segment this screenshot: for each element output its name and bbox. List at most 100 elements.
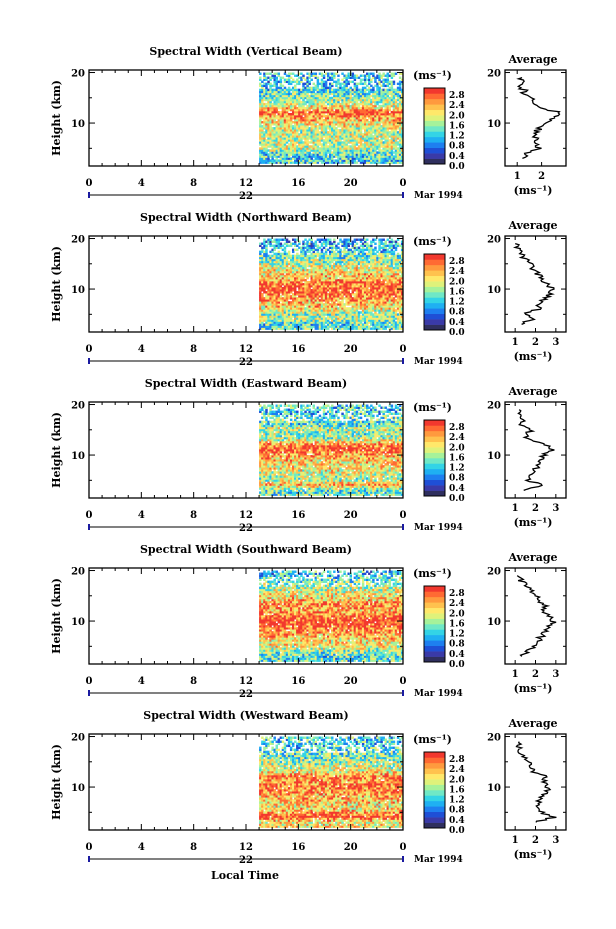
heatmap-cell <box>308 123 311 126</box>
heatmap-cell <box>380 104 383 108</box>
heatmap-cell <box>368 155 371 158</box>
heatmap-cell <box>283 125 287 128</box>
heatmap-cell <box>287 321 291 324</box>
heatmap-cell <box>355 135 359 138</box>
heatmap-cell <box>331 327 334 330</box>
heatmap-cell <box>390 74 394 77</box>
heatmap-cell <box>396 327 400 330</box>
heatmap-cell <box>304 280 307 284</box>
heatmap-cell <box>363 157 367 160</box>
heatmap-cell <box>374 325 377 328</box>
heatmap-cell <box>357 272 361 276</box>
heatmap-cell <box>339 161 342 164</box>
heatmap-cell <box>314 96 318 100</box>
heatmap-cell <box>291 325 295 328</box>
heatmap-cell <box>281 112 285 116</box>
heatmap-cell <box>306 159 309 162</box>
heatmap-cell <box>291 100 295 104</box>
heatmap-cell <box>320 274 324 278</box>
heatmap-cell <box>365 94 369 98</box>
heatmap-cell <box>349 149 353 152</box>
heatmap-cell <box>343 270 346 274</box>
heatmap-cell <box>283 299 287 302</box>
heatmap-cell <box>331 145 334 148</box>
heatmap-cell <box>308 297 311 300</box>
heatmap-cell <box>296 272 299 276</box>
heatmap-cell <box>349 90 353 94</box>
heatmap-cell <box>396 315 400 318</box>
heatmap-cell <box>316 303 320 306</box>
heatmap-cell <box>324 121 328 124</box>
heatmap-cell <box>378 129 381 132</box>
heatmap-cell <box>368 123 371 126</box>
heatmap-cell <box>372 106 375 110</box>
heatmap-cell <box>339 88 342 92</box>
heatmap-cell <box>349 301 353 304</box>
heatmap-cell <box>269 307 272 310</box>
heatmap-cell <box>351 121 355 124</box>
heatmap-cell <box>265 303 268 306</box>
heatmap-cell <box>341 303 344 306</box>
heatmap-cell <box>300 133 303 136</box>
average-xlabel: (ms⁻¹) <box>514 184 553 197</box>
heatmap-cell <box>312 114 315 118</box>
heatmap-cell <box>363 280 367 284</box>
heatmap-cell <box>341 291 344 294</box>
heatmap-cell <box>269 137 272 140</box>
heatmap-cell <box>400 133 404 136</box>
heatmap-cell <box>279 149 283 152</box>
heatmap-cell <box>312 96 315 100</box>
heatmap-cell <box>333 319 336 322</box>
heatmap-cell <box>320 325 324 328</box>
heatmap-cell <box>273 90 276 94</box>
heatmap-cell <box>339 143 342 146</box>
heatmap-cell <box>314 131 318 134</box>
heatmap-cell <box>347 161 350 164</box>
heatmap-cell <box>277 280 281 284</box>
heatmap-cell <box>302 327 305 330</box>
heatmap-cell <box>287 155 291 158</box>
heatmap-cell <box>316 125 320 128</box>
heatmap-cell <box>384 325 387 328</box>
heatmap-cell <box>363 325 367 328</box>
heatmap-cell <box>304 82 307 86</box>
heatmap-cell <box>351 282 355 286</box>
heatmap-cell <box>384 92 387 96</box>
heatmap-cell <box>291 287 295 290</box>
heatmap-cell <box>386 155 390 158</box>
heatmap-cell <box>384 98 387 102</box>
heatmap-cell <box>298 125 301 128</box>
heatmap-cell <box>300 315 303 318</box>
heatmap-cell <box>396 303 400 306</box>
heatmap-cell <box>335 102 338 106</box>
heatmap-cell <box>347 149 350 152</box>
heatmap-cell <box>351 157 355 160</box>
heatmap-cell <box>349 282 353 286</box>
heatmap-cell <box>300 289 303 292</box>
heatmap-cell <box>296 266 299 270</box>
heatmap-cell <box>263 159 266 162</box>
heatmap-cell <box>287 121 291 124</box>
heatmap-cell <box>370 141 373 144</box>
heatmap-cell <box>339 96 342 100</box>
heatmap-cell <box>316 86 320 90</box>
heatmap-cell <box>275 311 278 314</box>
heatmap-cell <box>298 114 301 118</box>
heatmap-cell <box>263 287 266 290</box>
heatmap-cell <box>294 143 297 146</box>
heatmap-cell <box>279 127 283 130</box>
heatmap-cell <box>382 282 385 286</box>
colorbar-swatch <box>424 98 445 105</box>
heatmap-cell <box>273 92 276 96</box>
panel-2: Spectral Width (Northward Beam)2010Heigh… <box>50 211 567 368</box>
heatmap-cell <box>370 161 373 164</box>
heatmap-cell <box>320 272 324 276</box>
heatmap-cell <box>390 92 394 96</box>
heatmap-cell <box>396 291 400 294</box>
heatmap-cell <box>304 268 307 272</box>
heatmap-cell <box>376 305 379 308</box>
heatmap-cell <box>324 153 328 156</box>
heatmap-cell <box>283 147 287 150</box>
heatmap-cell <box>261 114 264 118</box>
heatmap-cell <box>273 127 276 130</box>
